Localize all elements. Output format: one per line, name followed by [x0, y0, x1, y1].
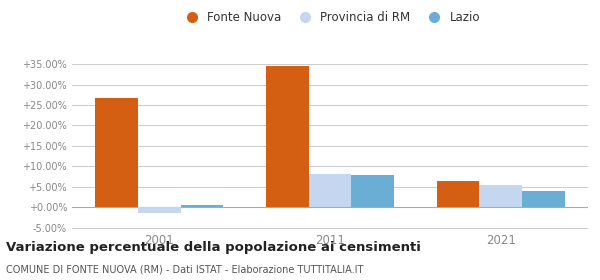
Text: Variazione percentuale della popolazione ai censimenti: Variazione percentuale della popolazione… [6, 241, 421, 254]
Bar [138, 207, 181, 213]
Bar [522, 191, 565, 207]
Bar [266, 66, 308, 207]
Legend: Fonte Nuova, Provincia di RM, Lazio: Fonte Nuova, Provincia di RM, Lazio [175, 6, 485, 29]
Bar [95, 98, 138, 207]
Bar [479, 185, 522, 207]
Bar [308, 174, 352, 207]
Bar [437, 181, 479, 207]
Bar [352, 175, 394, 207]
Text: COMUNE DI FONTE NUOVA (RM) - Dati ISTAT - Elaborazione TUTTITALIA.IT: COMUNE DI FONTE NUOVA (RM) - Dati ISTAT … [6, 265, 364, 275]
Bar [181, 205, 223, 207]
